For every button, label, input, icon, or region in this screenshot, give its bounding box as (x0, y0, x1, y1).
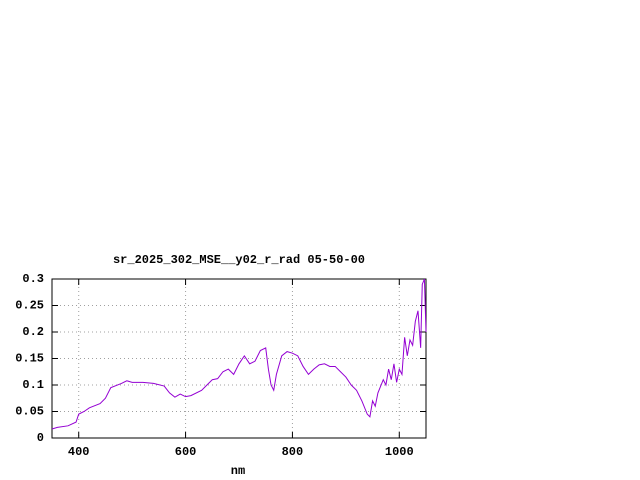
y-tick-label: 0.1 (22, 378, 44, 392)
x-tick-label: 800 (282, 445, 304, 459)
y-tick-label: 0.05 (15, 405, 44, 419)
data-line (51, 278, 427, 430)
y-tick-label: 0.25 (15, 299, 44, 313)
y-tick-label: 0.15 (15, 352, 44, 366)
chart-title: sr_2025_302_MSE__y02_r_rad 05-50-00 (113, 253, 365, 267)
x-tick-label: 600 (175, 445, 197, 459)
plot-border (51, 278, 427, 439)
x-tick-label: 400 (68, 445, 90, 459)
y-tick-label: 0.3 (22, 272, 44, 286)
x-axis-label: nm (231, 464, 245, 478)
x-tick-label: 1000 (385, 445, 414, 459)
y-tick-label: 0.2 (22, 325, 44, 339)
y-tick-label: 0 (37, 431, 44, 445)
